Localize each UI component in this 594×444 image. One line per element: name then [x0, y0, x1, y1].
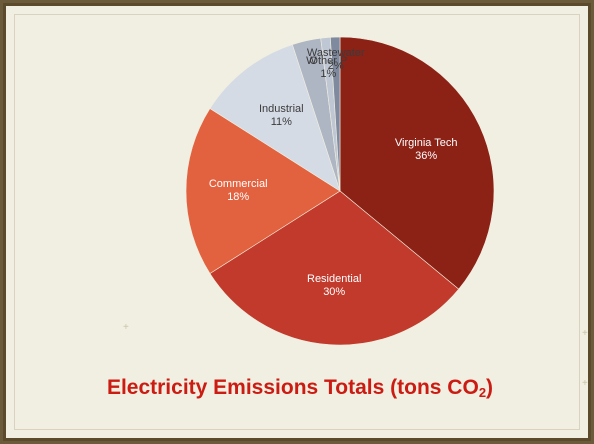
slice-name: Other P [309, 55, 348, 68]
slice-name: Commercial [208, 178, 268, 190]
pie-slice-industrial [209, 44, 341, 192]
pie-slice-commercial [185, 108, 341, 274]
decorative-dot: + [123, 322, 129, 333]
chart-title-text: Electricity Emissions Totals (tons CO [106, 376, 479, 399]
slice-label-w: W [306, 55, 316, 68]
slice-name: W [306, 55, 317, 68]
slice-label-wastewater: Wastewater 2% [307, 47, 365, 73]
decorative-dot: + [582, 328, 588, 339]
slice-label-commercial: Commercial 18% [209, 178, 268, 204]
slice-percent: 11% [270, 115, 292, 128]
pie-slice-residential [209, 190, 460, 346]
slice-name: Residential [307, 273, 362, 286]
slice-percent: 1% [320, 68, 337, 81]
slice-label-residential: Residential 30% [307, 273, 361, 299]
slice-percent: 36% [415, 150, 438, 163]
slice-percent: 30% [323, 286, 346, 299]
pie-slice-wastewater [330, 36, 341, 192]
decorative-dot: + [582, 378, 588, 389]
pie-chart [185, 36, 495, 346]
chart-title: Electricity Emissions Totals (tons CO2) [6, 376, 594, 400]
pie-slice-virginia-tech [339, 36, 495, 290]
slice-percent: 2% [327, 60, 344, 73]
slice-percent: 18% [227, 191, 250, 203]
slice-name: Wastewater [306, 47, 365, 60]
slice-name: Virginia Tech [394, 137, 458, 150]
slice-label-virginia-tech: Virginia Tech 36% [395, 137, 458, 163]
chart-title-suffix: ) [486, 376, 494, 399]
slice-label-other-p: Other P 1% [309, 55, 347, 81]
slice-label-industrial: Industrial 11% [259, 103, 304, 129]
slice-name: Industrial [258, 102, 304, 115]
slide: Virginia Tech 36% Residential 30% Commercial… [3, 3, 591, 441]
chart-title-subscript: 2 [478, 385, 487, 400]
